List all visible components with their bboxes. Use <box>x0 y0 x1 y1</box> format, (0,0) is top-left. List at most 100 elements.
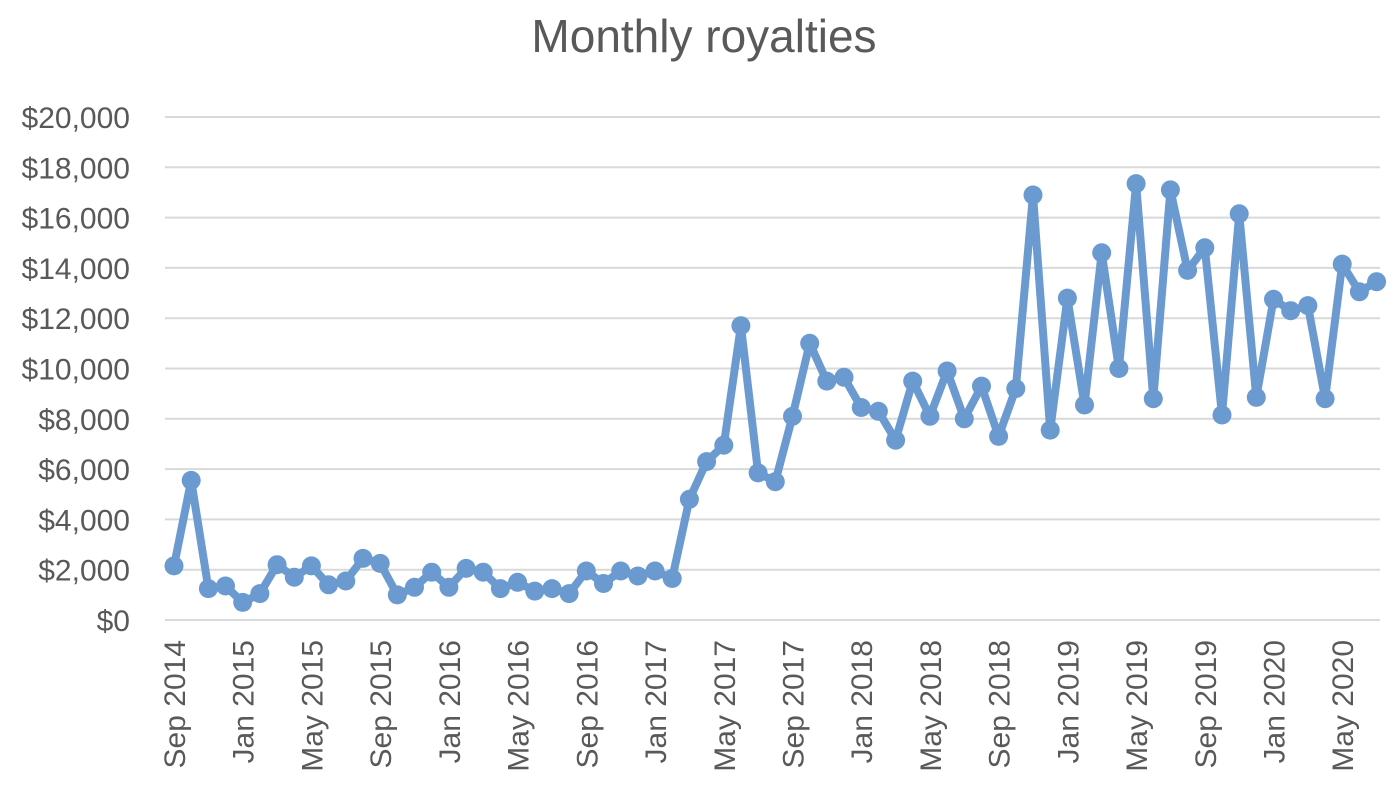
data-point <box>868 401 888 421</box>
data-point <box>198 579 218 599</box>
data-point <box>920 406 940 426</box>
data-point <box>1006 379 1026 399</box>
data-point <box>233 592 253 612</box>
x-tick-label: May 2017 <box>709 640 742 772</box>
y-tick-label: $20,000 <box>22 102 130 135</box>
data-point <box>628 566 648 586</box>
data-point <box>1057 288 1077 308</box>
data-point <box>989 426 1009 446</box>
data-point <box>954 409 974 429</box>
x-tick-label: Jan 2015 <box>228 640 261 763</box>
x-tick-label: May 2015 <box>296 640 329 772</box>
data-point <box>1246 387 1266 407</box>
data-point <box>1229 204 1249 224</box>
data-point <box>301 556 321 576</box>
data-point <box>1126 174 1146 194</box>
data-point <box>1195 238 1215 258</box>
data-point <box>1367 272 1387 292</box>
data-point <box>1040 420 1060 440</box>
data-point <box>387 585 407 605</box>
data-point <box>697 452 717 472</box>
y-tick-label: $14,000 <box>22 253 130 286</box>
data-point <box>490 579 510 599</box>
x-tick-label: Jan 2016 <box>434 640 467 763</box>
y-tick-label: $8,000 <box>38 404 130 437</box>
y-axis-tick-labels: $0 $2,000 $4,000 $6,000 $8,000 $10,000 $12,000… <box>22 102 130 638</box>
y-tick-label: $2,000 <box>38 555 130 588</box>
x-tick-label: May 2020 <box>1327 640 1360 772</box>
x-tick-label: May 2019 <box>1121 640 1154 772</box>
data-point <box>422 562 442 582</box>
data-point <box>250 584 270 604</box>
data-point <box>405 577 424 597</box>
data-point <box>1315 389 1335 409</box>
data-point <box>834 367 854 387</box>
data-point <box>645 561 665 581</box>
x-tick-label: May 2016 <box>503 640 536 772</box>
data-point <box>765 472 785 492</box>
data-point <box>1023 185 1043 205</box>
x-tick-label: Sep 2016 <box>571 640 604 768</box>
data-point <box>525 581 545 601</box>
data-point <box>1264 289 1283 309</box>
data-point <box>937 361 957 381</box>
gridlines <box>165 116 1380 621</box>
data-point <box>851 398 871 417</box>
y-tick-label: $6,000 <box>38 454 130 487</box>
chart-title: Monthly royalties <box>531 10 876 62</box>
data-point <box>1281 301 1301 321</box>
data-point <box>1143 389 1163 409</box>
data-point <box>1349 282 1369 302</box>
x-tick-label: Sep 2018 <box>984 640 1017 768</box>
data-point <box>714 435 734 455</box>
x-tick-label: Jan 2018 <box>846 640 879 763</box>
y-tick-label: $18,000 <box>22 152 130 185</box>
data-point <box>886 430 906 450</box>
data-point <box>319 575 339 595</box>
data-point <box>817 371 837 391</box>
data-point <box>903 371 923 391</box>
data-point <box>284 567 304 587</box>
data-point <box>181 470 201 490</box>
x-tick-label: May 2018 <box>915 640 948 772</box>
x-tick-label: Jan 2019 <box>1052 640 1085 763</box>
y-tick-label: $0 <box>97 605 130 638</box>
y-tick-label: $16,000 <box>22 203 130 236</box>
y-tick-label: $12,000 <box>22 303 130 336</box>
y-tick-label: $10,000 <box>22 354 130 387</box>
data-point <box>1178 260 1198 280</box>
data-point <box>1092 243 1112 263</box>
data-point <box>731 316 751 336</box>
data-point <box>353 548 373 568</box>
data-point <box>1298 296 1318 316</box>
data-point <box>1212 405 1232 425</box>
data-point <box>456 558 476 578</box>
data-point <box>783 406 802 426</box>
x-tick-label: Sep 2015 <box>365 640 398 768</box>
data-point <box>473 562 493 582</box>
x-axis-tick-labels: Sep 2014 Jan 2015 May 2015 Sep 2015 Jan 2016… <box>159 640 1360 772</box>
x-tick-label: Jan 2020 <box>1259 640 1292 763</box>
data-point <box>439 577 459 597</box>
y-tick-label: $4,000 <box>38 504 130 537</box>
data-point <box>679 489 699 509</box>
x-tick-label: Sep 2019 <box>1190 640 1223 768</box>
data-point <box>972 376 991 396</box>
data-point <box>1160 180 1180 200</box>
data-point <box>508 572 528 592</box>
data-point <box>267 555 287 575</box>
data-point <box>1332 254 1352 274</box>
data-point <box>662 569 682 588</box>
data-point <box>1075 395 1094 415</box>
data-point <box>542 579 562 599</box>
data-point <box>594 574 613 593</box>
data-point <box>216 576 235 596</box>
series-royalties <box>164 174 1387 612</box>
data-point <box>748 463 768 483</box>
data-point <box>370 553 390 573</box>
x-tick-label: Sep 2014 <box>159 640 192 768</box>
data-point <box>336 571 356 591</box>
x-tick-label: Sep 2017 <box>777 640 810 768</box>
